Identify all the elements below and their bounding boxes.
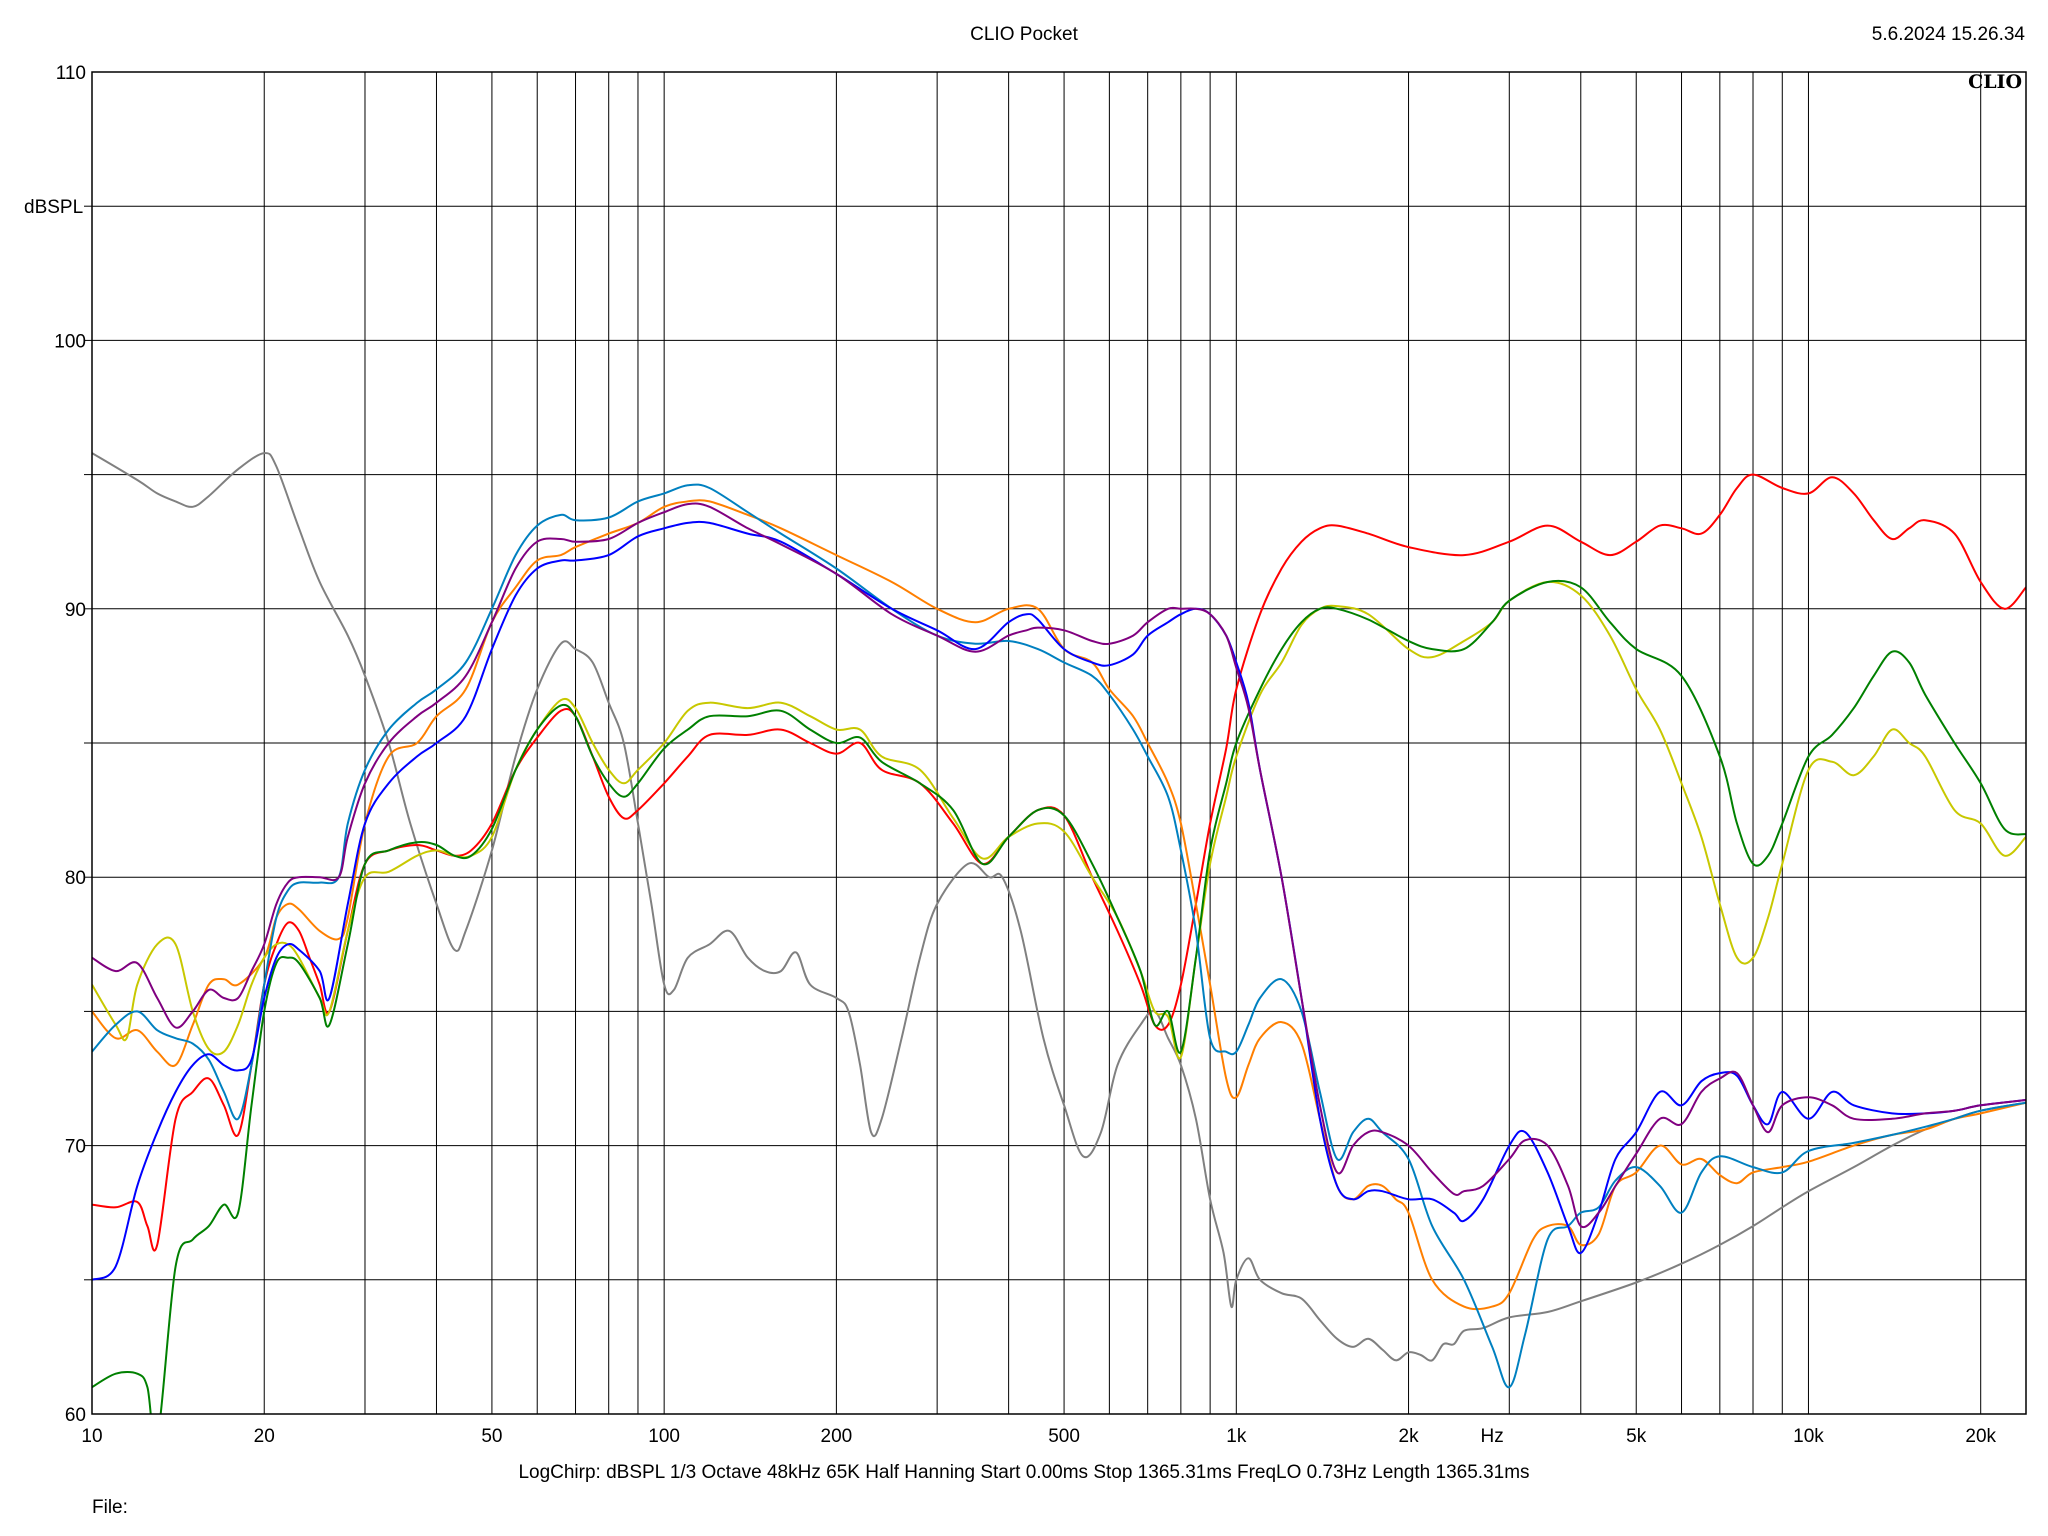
timestamp: 5.6.2024 15.26.34	[1871, 24, 2025, 45]
x-tick-label: 100	[648, 1426, 680, 1447]
y-axis-ticks: 110 100 90 80 70 60	[54, 63, 86, 1426]
x-tick-label: 500	[1048, 1426, 1080, 1447]
y-tick-label: 70	[65, 1137, 86, 1158]
series-line-6	[92, 483, 2026, 1389]
y-tick-label: 110	[56, 63, 86, 84]
x-tick-label: 10	[81, 1426, 102, 1447]
series-line-3	[92, 499, 2026, 1311]
curves	[92, 452, 2026, 1414]
grid	[84, 72, 2026, 1414]
series-line-1	[92, 452, 2026, 1362]
x-tick-label: 50	[481, 1426, 502, 1447]
file-label: File:	[92, 1497, 128, 1518]
x-tick-label: 200	[821, 1426, 853, 1447]
y-axis-label: dBSPL	[24, 197, 83, 218]
series-line-7	[92, 520, 2026, 1281]
series-line-8	[92, 502, 2026, 1229]
y-tick-label: 60	[65, 1405, 86, 1426]
x-axis-ticks: 10 20 50 100 200 500 1k 2k 5k 10k 20k	[81, 1426, 1996, 1447]
y-tick-label: 90	[65, 600, 86, 621]
x-tick-label: 20	[254, 1426, 275, 1447]
chart-title: CLIO Pocket	[970, 24, 1078, 45]
x-tick-label: 5k	[1626, 1426, 1647, 1447]
series-line-5	[92, 579, 2026, 1414]
y-tick-label: 80	[65, 868, 86, 889]
series-line-2	[92, 473, 2026, 1252]
measurement-settings: LogChirp: dBSPL 1/3 Octave 48kHz 65K Hal…	[518, 1462, 1530, 1483]
x-tick-label: 2k	[1399, 1426, 1420, 1447]
clio-logo: CLIO	[1968, 71, 2022, 93]
y-tick-label: 100	[54, 331, 86, 352]
x-axis-label: Hz	[1481, 1426, 1504, 1447]
x-tick-label: 20k	[1965, 1426, 1996, 1447]
plot-frame	[91, 71, 2027, 1415]
x-tick-label: 1k	[1226, 1426, 1247, 1447]
x-tick-label: 10k	[1793, 1426, 1824, 1447]
